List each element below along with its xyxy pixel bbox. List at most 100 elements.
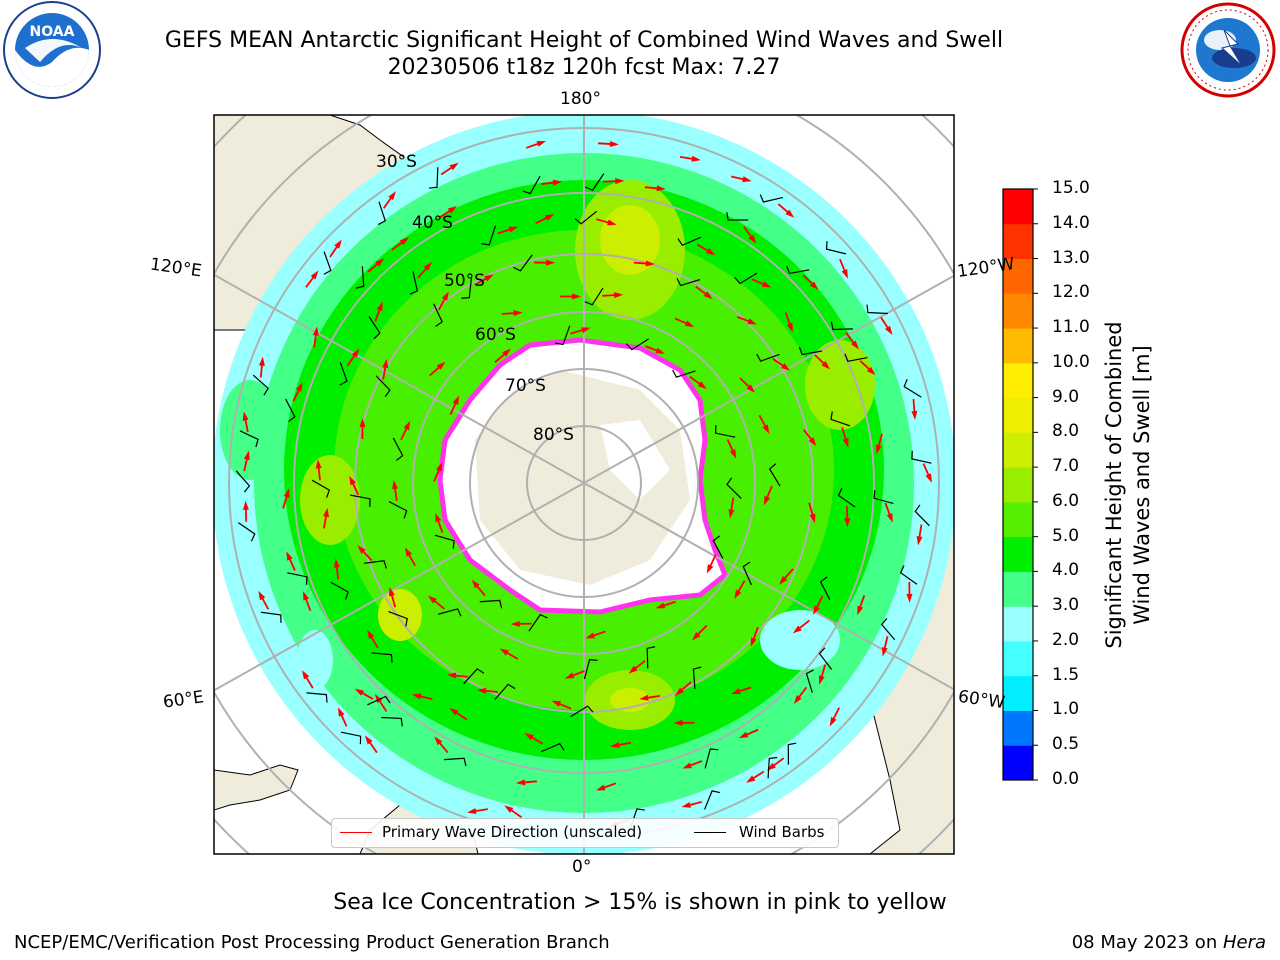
wave-direction-arrowhead	[315, 459, 322, 469]
wave-direction-arrowhead	[446, 672, 457, 679]
colorbar-segment	[1003, 745, 1033, 781]
wind-barb	[461, 277, 473, 299]
colorbar-label-line2: Wind Waves and Swell [m]	[1130, 345, 1154, 625]
wave-direction-arrowhead	[243, 450, 250, 461]
colorbar-tick-label: 7.0	[1052, 456, 1080, 477]
wave-direction-arrowhead	[875, 444, 882, 455]
wave-direction-arrowhead	[382, 358, 389, 369]
wave-direction-arrowhead	[334, 239, 342, 249]
wave-direction-arrowhead	[742, 176, 752, 183]
wind-barb	[438, 608, 462, 617]
wind-barb	[367, 695, 391, 706]
wind-barb	[494, 683, 516, 700]
wave-direction-arrowhead	[675, 687, 684, 696]
colorbar-tick-label: 8.0	[1052, 421, 1080, 442]
colorbar-segment	[1003, 467, 1033, 503]
colorbar-tick-label: 4.0	[1052, 560, 1080, 581]
wave-direction-arrowhead	[785, 209, 795, 218]
wind-barb	[742, 561, 753, 586]
wind-barb	[444, 757, 467, 767]
wave-direction-arrowhead	[545, 213, 555, 221]
wave-direction-arrowhead	[818, 675, 825, 685]
wind-barb	[392, 437, 404, 461]
wave-direction-arrowhead	[885, 325, 893, 335]
colorbar-tick-label: 14.0	[1052, 212, 1090, 233]
wave-direction-arrowhead	[513, 310, 523, 317]
footer-date: 08 May 2023 on Hera	[1072, 932, 1266, 953]
colorbar-label-line1: Significant Height of Combined	[1102, 321, 1126, 649]
wave-direction-arrowhead	[656, 185, 666, 192]
wave-direction-arrowhead	[697, 381, 707, 390]
wind-barb	[704, 790, 721, 810]
colorbar-tick-label: 9.0	[1052, 386, 1080, 407]
noaa-logo-text: NOAA	[30, 24, 75, 40]
wind-barb	[355, 266, 365, 289]
lat-label-30s: 30°S	[376, 152, 417, 172]
wind-barb	[409, 271, 419, 295]
colorbar-segment	[1003, 606, 1033, 642]
wind-barb	[914, 504, 930, 527]
wind-barb	[364, 560, 387, 569]
wave-direction-arrowhead	[477, 687, 487, 694]
wind-barb	[899, 565, 918, 585]
wind-barb	[555, 325, 571, 346]
wave-direction-arrowhead	[351, 348, 360, 358]
wave-direction-arrowhead	[639, 694, 649, 701]
wind-barb	[260, 611, 282, 623]
colorbar-segment	[1003, 189, 1033, 225]
wave-direction-arrowhead	[399, 237, 409, 246]
wind-barb	[911, 450, 932, 464]
wave-direction-arrowhead	[242, 500, 249, 510]
wind-barb	[285, 398, 296, 423]
wind-barb	[574, 210, 598, 225]
colorbar-tick-label: 13.0	[1052, 247, 1090, 268]
wave-direction-arrowhead	[499, 648, 509, 656]
chart-subtitle: 20230506 t18z 120h fcst Max: 7.27	[387, 55, 781, 80]
wave-direction-arrowhead	[628, 665, 638, 674]
wave-direction-arrowhead	[403, 420, 411, 431]
wave-direction-arrowhead	[692, 631, 701, 641]
wave-direction-arrowhead	[645, 260, 655, 267]
wind-barb	[585, 173, 605, 192]
wave-direction-arrowhead	[614, 292, 624, 299]
wave-direction-arrowhead	[367, 629, 375, 640]
wave-direction-arrowhead	[610, 742, 620, 748]
wind-barb	[481, 225, 496, 246]
wind-barb	[235, 470, 251, 493]
wind-barb	[734, 272, 758, 285]
wind-barb	[371, 652, 393, 663]
wind-barb-legend-line	[694, 832, 726, 833]
wave-direction-arrowhead	[684, 320, 695, 327]
wave-direction-arrowhead	[906, 593, 913, 603]
wave-direction-arrowhead	[423, 261, 432, 271]
wind-barb	[625, 338, 649, 351]
wind-barb	[880, 617, 896, 641]
colorbar-segment	[1003, 258, 1033, 294]
lon-label-180: 180°	[560, 89, 601, 109]
wave-direction-arrowhead	[452, 395, 460, 405]
wave-direction-arrowhead	[866, 366, 876, 376]
wind-barb	[692, 666, 702, 690]
wave-direction-arrowhead	[851, 340, 859, 350]
wave-direction-arrowhead	[829, 717, 837, 727]
wave-direction-arrowhead	[376, 301, 383, 312]
wave-direction-arrowhead	[447, 205, 457, 214]
colorbar-tick-label: 5.0	[1052, 525, 1080, 546]
wave-direction-arrowhead	[564, 672, 575, 679]
wind-barb	[759, 194, 784, 203]
wind-barb	[646, 646, 656, 669]
wind-barb-legend-label: Wind Barbs	[739, 823, 825, 841]
wave-direction-arrowhead	[728, 509, 735, 519]
colorbar-tick-label: 0.0	[1052, 769, 1080, 789]
colorbar-label: Significant Height of Combined Wind Wave…	[1100, 305, 1160, 665]
wave-direction-arrowhead	[552, 179, 563, 186]
wave-direction-arrowhead	[706, 564, 714, 574]
national-weather-service-logo	[1180, 2, 1276, 98]
wind-barb	[388, 500, 408, 519]
wave-direction-arrowhead	[510, 620, 520, 627]
wind-barb	[330, 581, 349, 600]
wind-barb	[237, 522, 256, 542]
wave-direction-arrowhead	[354, 688, 365, 696]
wind-barb	[837, 487, 856, 508]
